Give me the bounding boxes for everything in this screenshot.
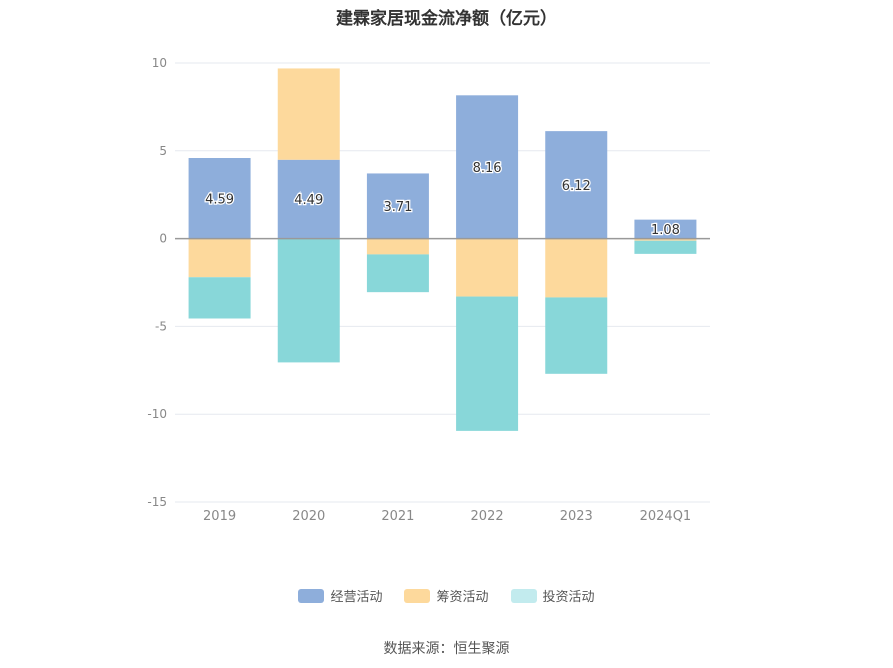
y-tick-label: 10 — [152, 56, 167, 70]
data-label: 4.59 — [205, 192, 234, 207]
y-tick-label: -15 — [147, 495, 167, 509]
legend-swatch-operating — [298, 588, 325, 603]
chart-title: 建霖家居现金流净额（亿元） — [336, 9, 557, 29]
data-label: 8.16 — [473, 161, 502, 176]
data-label: 1.08 — [651, 223, 680, 238]
bar-segment[interactable] — [545, 297, 608, 374]
bar-segment[interactable] — [277, 68, 340, 160]
y-tick-label: 5 — [159, 144, 167, 158]
legend-item-operating[interactable]: 经营活动 — [298, 586, 382, 605]
bar-segment[interactable] — [545, 238, 608, 298]
x-tick-label: 2019 — [203, 509, 236, 524]
x-tick-label: 2021 — [381, 509, 414, 524]
bar-segment[interactable] — [634, 240, 697, 254]
bar-segment[interactable] — [456, 238, 519, 297]
source-note: 数据来源：恒生聚源 — [383, 641, 510, 657]
grid-lines — [175, 62, 710, 503]
legend-swatch-investing — [510, 588, 537, 603]
bar-segment[interactable] — [366, 173, 429, 239]
y-tick-label: 0 — [159, 232, 167, 246]
x-tick-label: 2020 — [292, 509, 325, 524]
data-labels: 4.59 4.49 3.71 8.16 6.12 1.08 — [204, 160, 681, 240]
legend: 经营活动 筹资活动 投资活动 — [0, 586, 893, 605]
x-tick-label: 2023 — [560, 509, 593, 524]
bar-segment[interactable] — [634, 219, 697, 239]
bar-segment[interactable] — [188, 238, 251, 278]
y-axis-ticks: 10 5 0 -5 -10 -15 — [147, 56, 167, 509]
bar-segment[interactable] — [366, 254, 429, 293]
data-label: 6.12 — [562, 179, 591, 194]
bar-segment[interactable] — [456, 296, 519, 431]
bar-segment[interactable] — [277, 238, 340, 363]
data-label: 4.49 — [294, 193, 323, 208]
bar-segment[interactable] — [545, 131, 608, 239]
x-tick-label: 2022 — [471, 509, 504, 524]
legend-item-investing[interactable]: 投资活动 — [510, 586, 595, 605]
legend-label-financing: 筹资活动 — [436, 590, 489, 605]
bar-segment[interactable] — [634, 238, 697, 241]
data-label: 3.71 — [383, 200, 412, 215]
y-tick-label: -10 — [147, 407, 167, 421]
y-tick-label: -5 — [155, 319, 167, 333]
bars — [188, 68, 697, 431]
bar-segment[interactable] — [456, 95, 519, 239]
bar-segment[interactable] — [188, 157, 251, 239]
bar-segment[interactable] — [277, 159, 340, 239]
bar-segment[interactable] — [188, 277, 251, 319]
x-tick-label: 2024Q1 — [640, 509, 692, 524]
legend-label-operating: 经营活动 — [330, 590, 383, 605]
legend-label-investing: 投资活动 — [542, 590, 595, 605]
x-axis-ticks: 2019 2020 2021 2022 2023 2024Q1 — [203, 509, 691, 524]
bar-segment[interactable] — [366, 238, 429, 255]
legend-swatch-financing — [404, 588, 431, 603]
legend-item-financing[interactable]: 筹资活动 — [404, 586, 489, 605]
